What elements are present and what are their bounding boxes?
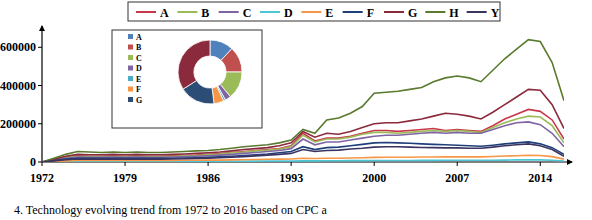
legend-swatch [343,11,363,13]
inset-legend-swatch [128,76,133,81]
y-axis [41,26,42,162]
pie-slice [221,49,242,72]
inset-legend-label: C [136,54,142,63]
x-tick [540,162,541,166]
inset-legend-label: B [136,43,142,52]
x-tick-label: 2007 [445,171,469,185]
x-tick [208,162,209,166]
y-tick [38,47,42,48]
x-tick [42,162,43,166]
inset-legend-swatch [128,97,133,102]
inset-legend-swatch [128,55,133,60]
legend-label: A [160,6,169,20]
inset-legend-swatch [128,66,133,71]
legend-swatch [384,11,404,13]
y-tick-label: 400000 [0,79,36,93]
inset-legend-label: D [136,64,142,73]
x-tick-label: 2000 [362,171,386,185]
y-tick [38,85,42,86]
legend-label: B [201,6,209,20]
y-tick [38,162,42,163]
pie-slice [178,40,210,89]
x-tick-label: 1972 [30,171,54,185]
x-tick-label: 1979 [113,171,137,185]
x-tick [291,162,292,166]
inset-legend-label: A [136,33,142,42]
legend-label: Y [491,6,500,20]
legend-swatch [467,11,487,13]
x-tick [457,162,458,166]
y-tick-label: 200000 [0,117,36,131]
legend-label: F [367,6,374,20]
legend-swatch [177,11,197,13]
legend-swatch [260,11,280,13]
legend-swatch [136,11,156,13]
series-line [42,144,564,162]
x-tick-label: 1993 [279,171,303,185]
x-tick [125,162,126,166]
legend-box [128,2,500,21]
x-tick-label: 2014 [528,171,552,185]
y-tick-label: 0 [30,155,36,169]
x-tick [374,162,375,166]
inset-legend-label: G [136,96,142,105]
legend-swatch [425,11,445,13]
y-arrow [39,25,45,31]
legend-label: H [449,6,459,20]
x-tick-label: 1986 [196,171,220,185]
legend-label: E [325,6,333,20]
inset-legend-swatch [128,34,133,39]
legend-label: C [243,6,252,20]
legend-swatch [301,11,321,13]
x-arrow [567,159,573,165]
caption: 4. Technology evolving trend from 1972 t… [14,203,328,217]
y-tick-label: 600000 [0,40,36,54]
legend-swatch [219,11,239,13]
inset-legend-label: F [136,85,141,94]
inset-legend-label: E [136,75,141,84]
inset-box [112,30,262,128]
inset-legend-swatch [128,87,133,92]
legend-label: D [284,6,293,20]
legend-label: G [408,6,417,20]
inset-legend-swatch [128,45,133,50]
y-tick [38,123,42,124]
